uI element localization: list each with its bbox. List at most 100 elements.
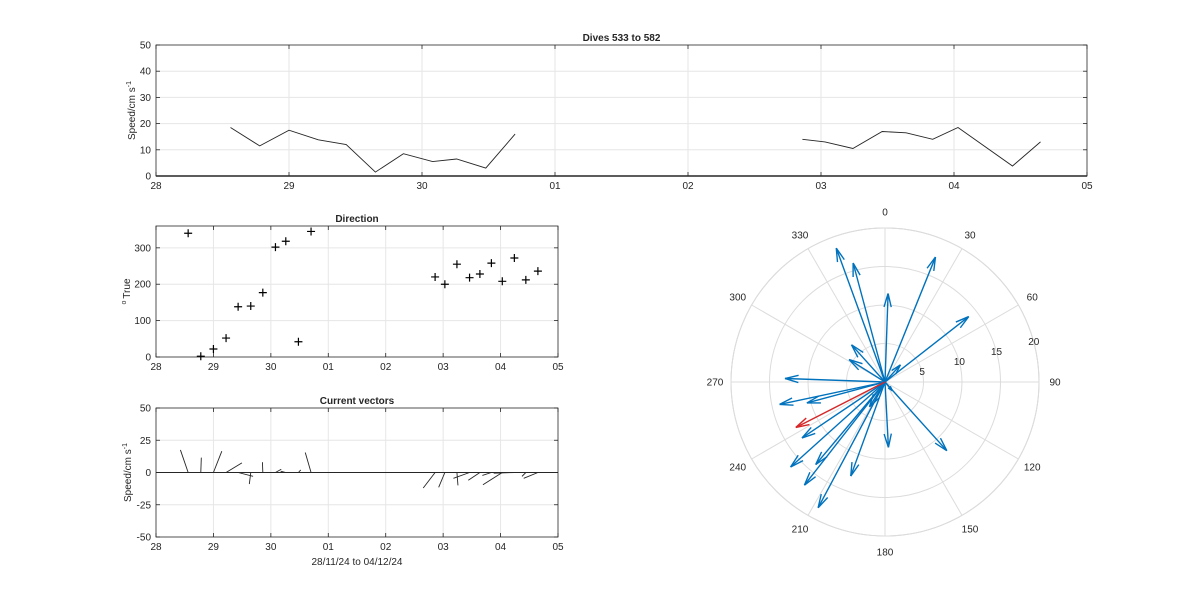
compass-arrow-head (848, 359, 860, 371)
compass-arrow-head (934, 442, 948, 452)
direction-point (465, 273, 474, 282)
current-vector (468, 472, 481, 481)
x-tick-label: 03 (815, 181, 827, 192)
x-tick-label: 04 (948, 181, 960, 192)
compass-arrow (852, 262, 886, 383)
polar-theta-tick-label: 330 (792, 230, 809, 241)
current-vector (521, 472, 527, 477)
current-vector (179, 449, 189, 473)
polar-grid-spoke (884, 304, 1019, 383)
y-tick-label: 0 (145, 353, 151, 364)
compass-arrow-head (895, 364, 902, 375)
x-tick-label: 28 (150, 362, 162, 373)
current-vector (225, 462, 243, 473)
y-tick-label: 300 (134, 243, 151, 254)
direction-point (209, 344, 218, 353)
y-tick-label: 20 (140, 119, 152, 130)
polar-grid-spoke (807, 248, 886, 383)
polar-r-tick-label: 15 (991, 347, 1003, 358)
compass-arrow (790, 381, 886, 468)
compass-arrow-head (835, 248, 839, 263)
x-tick-label: 03 (438, 362, 450, 373)
polar-theta-tick-label: 120 (1024, 463, 1041, 474)
speed-line-series (802, 126, 1041, 167)
compass-arrow (848, 358, 886, 383)
polar-theta-tick-label: 300 (729, 293, 746, 304)
y-tick-label: 30 (140, 93, 152, 104)
y-tick-label: 50 (140, 41, 152, 52)
polar-theta-tick-label: 60 (1027, 293, 1039, 304)
y-axis-label: Speed/cm s-1 (122, 443, 134, 502)
compass-arrow (884, 293, 889, 383)
x-tick-label: 29 (208, 362, 220, 373)
polar-theta-tick-label: 240 (729, 463, 746, 474)
direction-point (440, 280, 449, 289)
compass-arrow-head (891, 364, 901, 372)
x-tick-label: 01 (323, 362, 335, 373)
x-tick-label: 29 (208, 542, 220, 553)
polar-theta-tick-label: 210 (792, 525, 809, 536)
direction-point (487, 259, 496, 268)
polar-grid-spoke (884, 381, 1019, 460)
current-vector (482, 472, 492, 476)
compass-polar-axes: 5 10 15 20 0 30 60 90 120 150 180 210 240 270 300 330 (707, 208, 1061, 559)
y-axis-label: Speed/cm s-1 (126, 81, 138, 140)
current-vector (304, 452, 312, 473)
compass-arrow (868, 381, 886, 408)
compass-arrow-head (779, 403, 794, 406)
y-tick-label: -50 (137, 533, 152, 544)
y-tick-label: 25 (140, 436, 152, 447)
current-vector (275, 468, 282, 473)
x-tick-label: 03 (438, 542, 450, 553)
current-vector (493, 472, 515, 474)
compass-arrow (850, 344, 886, 383)
compass-arrow-head (789, 454, 799, 468)
compass-arrow-head (790, 460, 804, 468)
y-tick-label: 10 (140, 145, 152, 156)
x-tick-label: 01 (323, 542, 335, 553)
direction-point (196, 352, 205, 361)
polar-r-tick-label: 10 (954, 357, 966, 368)
current-vector (523, 472, 539, 479)
x-tick-label: 02 (380, 362, 392, 373)
direction-point (234, 302, 243, 311)
x-tick-label: 05 (552, 542, 564, 553)
polar-grid-spoke (884, 248, 963, 383)
compass-arrow (884, 256, 937, 383)
direction-point (222, 334, 231, 343)
y-tick-label: 50 (140, 404, 152, 415)
x-tick-label: 05 (1081, 181, 1093, 192)
compass-arrow-head (779, 397, 793, 406)
compass-arrow-head (835, 247, 845, 261)
compass-arrow-head (883, 433, 890, 448)
x-tick-label: 30 (416, 181, 428, 192)
x-tick-label: 04 (495, 542, 507, 553)
compass-arrow-head (883, 293, 889, 308)
y-tick-label: 100 (134, 316, 151, 327)
compass-arrow-head (848, 358, 863, 365)
polar-theta-tick-label: 270 (707, 378, 724, 389)
polar-r-tick-label: 5 (919, 367, 925, 378)
compass-arrow-head (801, 432, 816, 439)
current-vector (422, 472, 436, 489)
compass-arrow-head (850, 464, 860, 477)
direction-point (431, 272, 440, 281)
direction-point (271, 243, 280, 252)
polar-theta-tick-label: 90 (1049, 378, 1061, 389)
current-vector (213, 451, 223, 473)
compass-arrow-head (801, 426, 812, 439)
speed-time-series-axes: 28 29 30 01 02 03 04 05 0 10 20 30 40 50 Dives 533 to … (126, 33, 1093, 192)
direction-point (533, 267, 542, 276)
compass-arrow (835, 247, 886, 383)
x-axis-label: 28/11/24 to 04/12/24 (311, 557, 402, 568)
compass-arrow-head (959, 316, 970, 329)
axes-title: Current vectors (320, 396, 395, 407)
direction-point (184, 229, 193, 238)
polar-theta-tick-label: 0 (882, 208, 888, 219)
direction-point (521, 275, 530, 284)
current-vector (200, 457, 202, 473)
current-vector (248, 472, 252, 485)
x-tick-label: 30 (265, 362, 277, 373)
x-tick-label: 28 (150, 181, 162, 192)
